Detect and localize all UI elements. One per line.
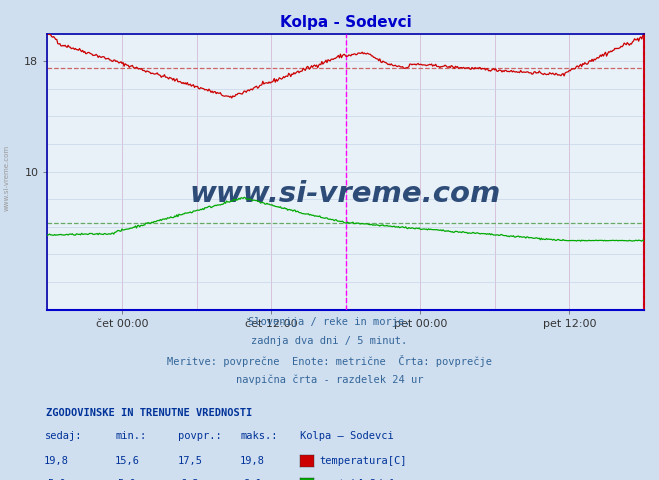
- Text: 19,8: 19,8: [240, 456, 265, 466]
- Text: 17,5: 17,5: [177, 456, 202, 466]
- Text: 8,1: 8,1: [243, 479, 262, 480]
- Text: temperatura[C]: temperatura[C]: [320, 456, 407, 466]
- Text: Meritve: povprečne  Enote: metrične  Črta: povprečje: Meritve: povprečne Enote: metrične Črta:…: [167, 355, 492, 367]
- Title: Kolpa - Sodevci: Kolpa - Sodevci: [280, 15, 411, 30]
- Text: maks.:: maks.:: [241, 431, 278, 441]
- Text: navpična črta - razdelek 24 ur: navpična črta - razdelek 24 ur: [236, 374, 423, 385]
- Text: 19,8: 19,8: [44, 456, 69, 466]
- Text: min.:: min.:: [115, 431, 146, 441]
- Text: www.si-vreme.com: www.si-vreme.com: [190, 180, 501, 208]
- Text: ZGODOVINSKE IN TRENUTNE VREDNOSTI: ZGODOVINSKE IN TRENUTNE VREDNOSTI: [46, 408, 252, 418]
- Text: 15,6: 15,6: [115, 456, 140, 466]
- Text: 5,0: 5,0: [118, 479, 136, 480]
- Text: 6,3: 6,3: [181, 479, 199, 480]
- Text: Slovenija / reke in morje.: Slovenija / reke in morje.: [248, 317, 411, 327]
- Text: sedaj:: sedaj:: [45, 431, 82, 441]
- Text: 5,0: 5,0: [47, 479, 66, 480]
- Text: Kolpa – Sodevci: Kolpa – Sodevci: [300, 431, 393, 441]
- Text: pretok[m3/s]: pretok[m3/s]: [320, 479, 395, 480]
- Text: zadnja dva dni / 5 minut.: zadnja dva dni / 5 minut.: [251, 336, 408, 346]
- Text: www.si-vreme.com: www.si-vreme.com: [3, 144, 10, 211]
- Text: povpr.:: povpr.:: [178, 431, 221, 441]
